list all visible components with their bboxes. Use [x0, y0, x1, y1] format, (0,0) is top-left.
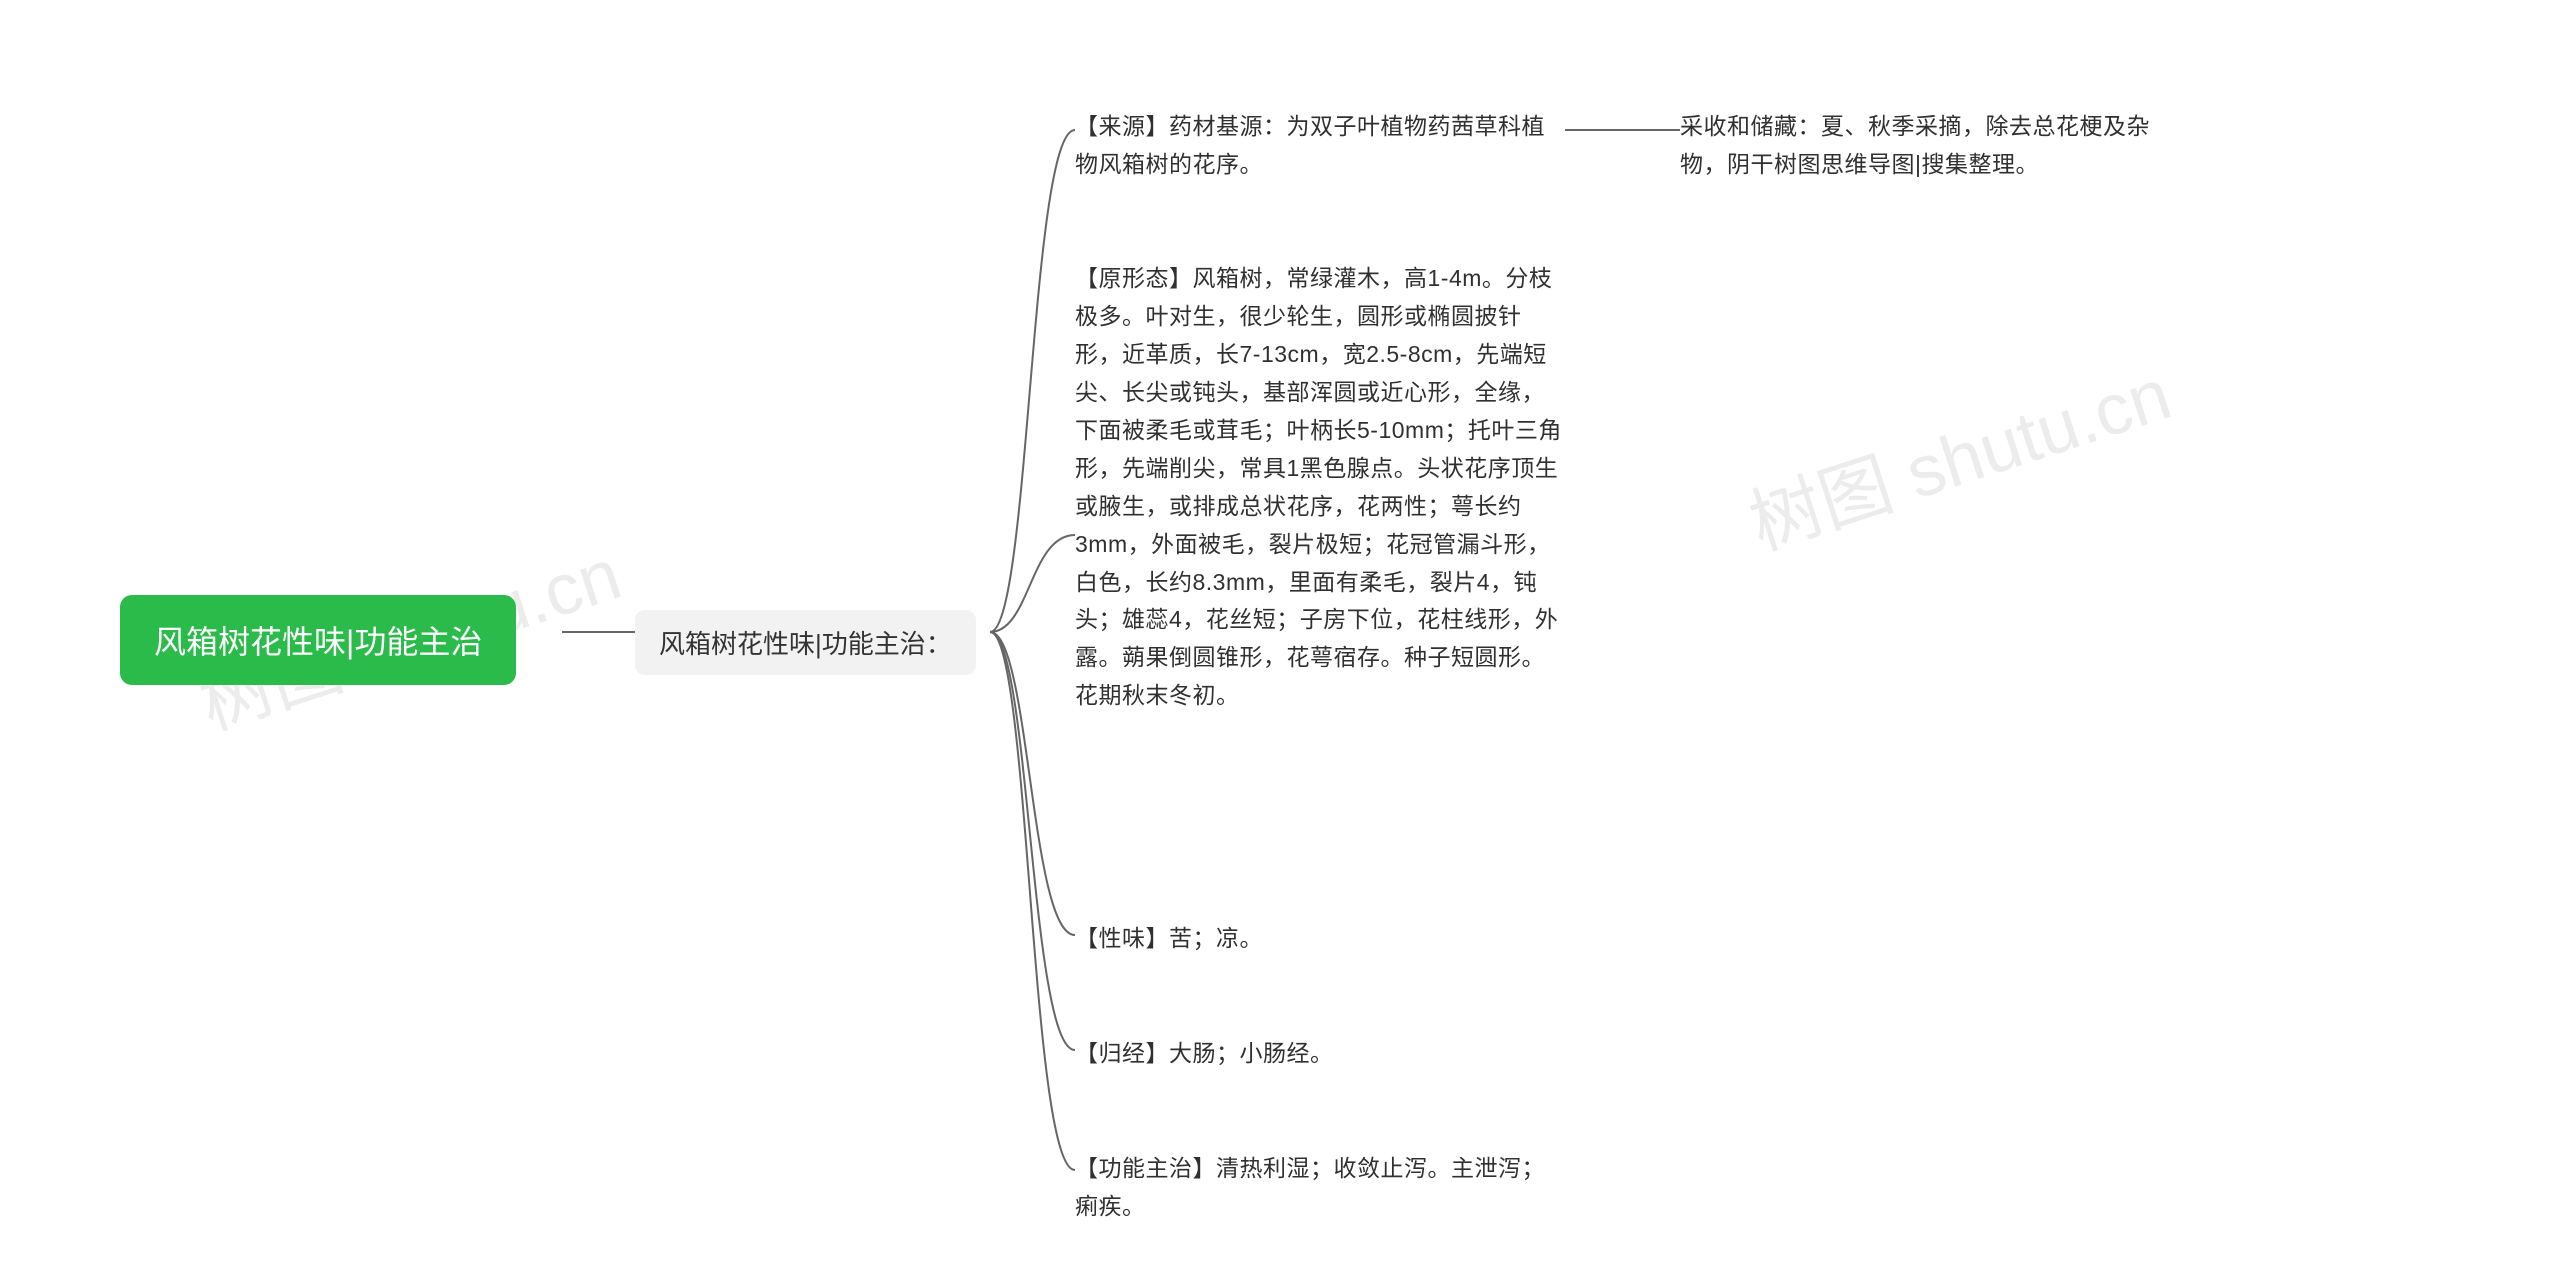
- leaf-meridian[interactable]: 【归经】大肠；小肠经。: [1075, 1035, 1565, 1073]
- watermark-text: 树图 shutu.cn: [1734, 335, 2181, 570]
- leaf-morphology[interactable]: 【原形态】风箱树，常绿灌木，高1-4m。分枝极多。叶对生，很少轮生，圆形或椭圆披…: [1075, 260, 1565, 715]
- leaf-harvest[interactable]: 采收和储藏：夏、秋季采摘，除去总花梗及杂物，阴干树图思维导图|搜集整理。: [1680, 108, 2170, 184]
- leaf-source[interactable]: 【来源】药材基源：为双子叶植物药茜草科植物风箱树的花序。: [1075, 108, 1565, 184]
- connector-path: [990, 632, 1075, 1050]
- connector-path: [990, 632, 1075, 935]
- leaf-function[interactable]: 【功能主治】清热利湿；收敛止泻。主泄泻；痢疾。: [1075, 1150, 1565, 1226]
- leaf-taste[interactable]: 【性味】苦；凉。: [1075, 920, 1565, 958]
- root-node[interactable]: 风箱树花性味|功能主治: [120, 595, 516, 685]
- mindmap-canvas: 树图 shutu.cn 树图 shutu.cn 风箱树花性味|功能主治 风箱树花…: [0, 0, 2560, 1271]
- connector-path: [990, 130, 1075, 632]
- connector-path: [990, 535, 1075, 632]
- sub-node[interactable]: 风箱树花性味|功能主治：: [635, 610, 976, 675]
- connector-path: [990, 632, 1075, 1170]
